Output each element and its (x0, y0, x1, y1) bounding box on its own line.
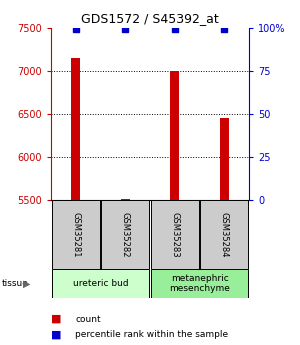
Bar (52, 200, 100, 269)
Text: percentile rank within the sample: percentile rank within the sample (75, 330, 228, 339)
Text: ■: ■ (51, 314, 62, 324)
Bar (170, 71, 179, 200)
Text: ■: ■ (51, 330, 62, 339)
Bar (151, 269, 248, 298)
Bar (220, 118, 229, 200)
Bar (52, 269, 149, 298)
Text: ureteric bud: ureteric bud (73, 279, 128, 288)
Bar (151, 200, 199, 269)
Bar (101, 200, 149, 269)
Bar (71, 58, 80, 200)
Text: tissue: tissue (2, 279, 28, 288)
Text: GSM35281: GSM35281 (71, 212, 80, 257)
Text: metanephric
mesenchyme: metanephric mesenchyme (169, 274, 230, 294)
Text: GSM35284: GSM35284 (220, 212, 229, 257)
Text: count: count (75, 315, 100, 324)
Bar (121, 199, 130, 200)
Title: GDS1572 / S45392_at: GDS1572 / S45392_at (81, 12, 219, 25)
Bar (200, 200, 248, 269)
Text: GSM35282: GSM35282 (121, 212, 130, 257)
Text: ▶: ▶ (23, 279, 31, 289)
Text: GSM35283: GSM35283 (170, 212, 179, 257)
